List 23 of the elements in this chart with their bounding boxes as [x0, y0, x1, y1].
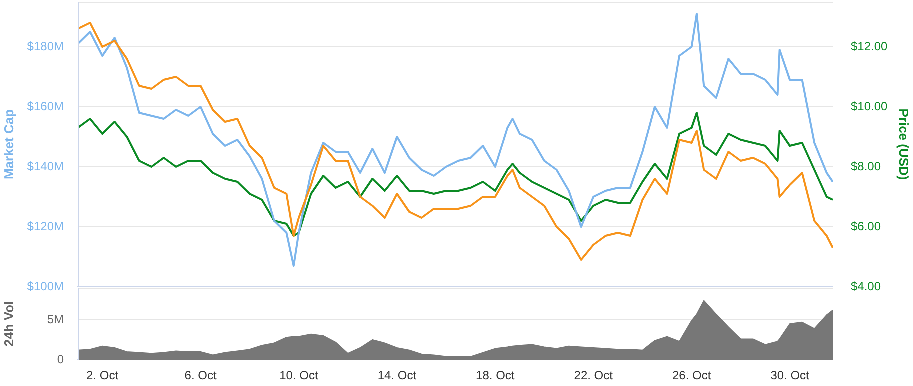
- x-tick-label: 6. Oct: [184, 368, 218, 383]
- y-tick-label: $120M: [27, 219, 64, 234]
- y2-tick-label: $12.00: [851, 39, 888, 54]
- y-axis-title: Market Cap: [1, 109, 16, 180]
- x-tick-label: 30. Oct: [770, 368, 810, 383]
- y2-tick-label: $4.00: [851, 279, 882, 294]
- x-tick-label: 14. Oct: [378, 368, 418, 383]
- x-tick-label: 22. Oct: [574, 368, 614, 383]
- y-tick-label: $180M: [27, 39, 64, 54]
- x-tick-label: 10. Oct: [280, 368, 319, 383]
- y-axis-title: 24h Vol: [1, 301, 16, 347]
- y2-tick-label: $10.00: [851, 99, 888, 114]
- y2-axis-title: Price (USD): [896, 108, 912, 180]
- y-tick-label: 0: [57, 352, 64, 366]
- y-tick-label: $160M: [27, 99, 64, 114]
- x-tick-label: 2. Oct: [86, 368, 120, 383]
- y2-tick-label: $6.00: [851, 219, 882, 234]
- x-tick-label: 18. Oct: [476, 368, 516, 383]
- y-tick-label: 5M: [47, 312, 64, 326]
- x-tick-label: 26. Oct: [672, 368, 712, 383]
- y-tick-label: $140M: [27, 159, 64, 174]
- y2-tick-label: $8.00: [851, 159, 882, 174]
- y-tick-label: $100M: [27, 279, 64, 294]
